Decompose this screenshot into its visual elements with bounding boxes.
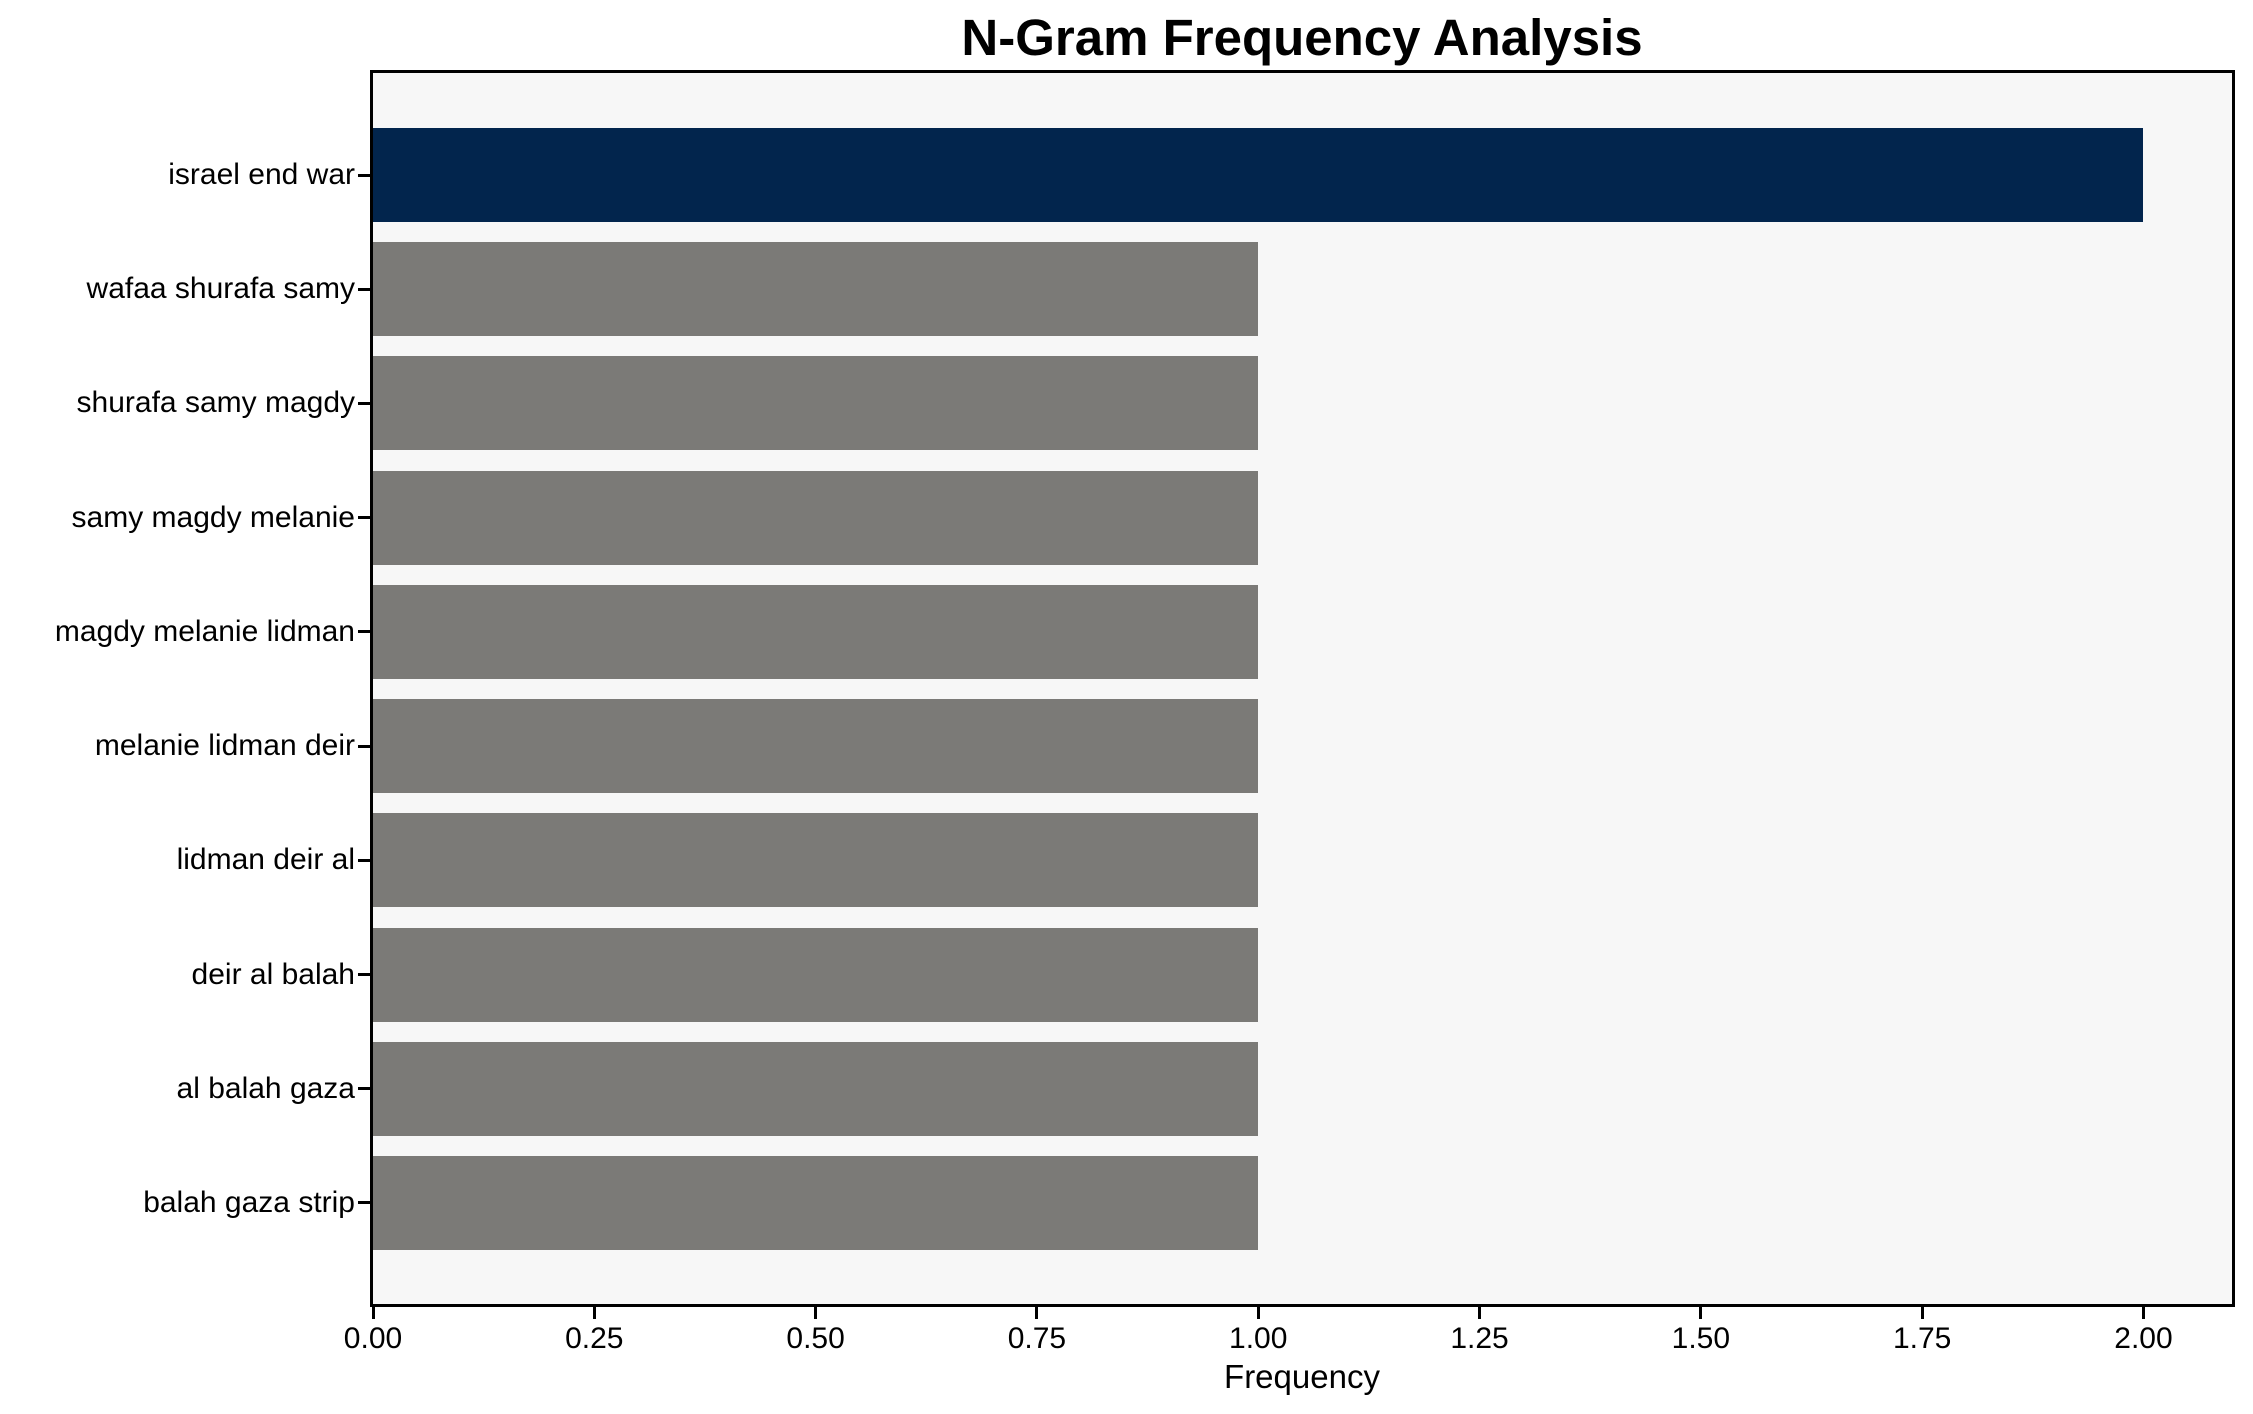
x-tick-label: 0.25	[565, 1322, 624, 1355]
x-tick-label: 0.50	[786, 1322, 845, 1355]
x-tick-mark	[371, 1307, 375, 1319]
y-tick-mark	[358, 516, 370, 520]
bar	[373, 1041, 1259, 1136]
y-tick-label: shurafa samy magdy	[76, 386, 355, 420]
x-tick-label: 1.25	[1450, 1322, 1509, 1355]
x-tick-label: 1.75	[1892, 1322, 1952, 1355]
x-tick-label: 1.00	[1229, 1322, 1288, 1355]
x-tick-mark	[1256, 1307, 1260, 1319]
y-tick-label: deir al balah	[191, 957, 355, 991]
bar	[373, 927, 1259, 1022]
y-tick-mark	[358, 858, 370, 862]
bar	[373, 584, 1259, 679]
bar	[373, 699, 1259, 794]
y-tick-mark	[358, 173, 370, 177]
bar	[373, 356, 1259, 451]
y-tick-label: israel end war	[168, 158, 355, 191]
bar	[373, 470, 1259, 565]
x-tick-mark	[1699, 1307, 1703, 1319]
x-tick-mark	[1478, 1307, 1482, 1319]
bar	[373, 813, 1259, 908]
bar	[373, 242, 1259, 337]
y-tick-mark	[358, 630, 370, 634]
x-axis-label: Frequency	[1224, 1358, 1380, 1395]
x-tick-label: 0.00	[343, 1322, 403, 1355]
y-tick-label: samy magdy melanie	[71, 500, 355, 534]
y-tick-label: al balah gaza	[176, 1071, 355, 1105]
x-tick-mark	[1920, 1307, 1924, 1319]
y-tick-label: lidman deir al	[176, 843, 355, 877]
chart-title: N-Gram Frequency Analysis	[961, 9, 1643, 66]
x-tick-mark	[1035, 1307, 1039, 1319]
y-tick-label: balah gaza strip	[143, 1185, 355, 1219]
bar	[373, 128, 2144, 222]
x-tick-label: 0.75	[1007, 1322, 1067, 1355]
x-tick-label: 2.00	[2114, 1322, 2173, 1355]
y-tick-mark	[358, 287, 370, 291]
x-tick-mark	[2141, 1307, 2145, 1319]
x-tick-label: 1.50	[1671, 1322, 1731, 1355]
x-tick-mark	[814, 1307, 818, 1319]
y-tick-mark	[358, 744, 370, 748]
y-tick-mark	[358, 1087, 370, 1091]
y-tick-label: magdy melanie lidman	[54, 614, 355, 648]
y-tick-label: wafaa shurafa samy	[86, 272, 355, 306]
bar	[373, 1155, 1259, 1250]
plot-area	[370, 70, 2235, 1307]
y-tick-label: melanie lidman deir	[94, 729, 355, 763]
y-tick-mark	[358, 973, 370, 977]
y-tick-mark	[358, 1201, 370, 1205]
y-tick-mark	[358, 401, 370, 405]
x-tick-mark	[592, 1307, 596, 1319]
